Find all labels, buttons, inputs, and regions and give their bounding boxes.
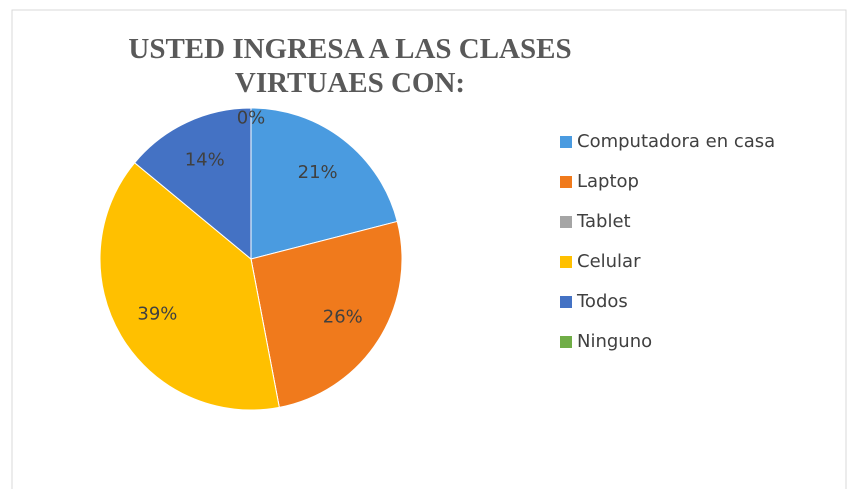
data-label: 14% (185, 150, 225, 171)
legend-label: Todos (576, 291, 628, 312)
legend-label: Celular (577, 251, 641, 272)
legend-swatch (560, 336, 572, 348)
legend-label: Laptop (577, 171, 639, 192)
legend-swatch (560, 296, 572, 308)
legend-swatch (560, 136, 572, 148)
pie-slice (250, 107, 398, 260)
legend-label: Computadora en casa (577, 131, 775, 152)
data-label: 39% (137, 303, 177, 324)
chart-frame (11, 9, 847, 489)
pie-slice (250, 220, 403, 408)
data-label: 21% (298, 162, 338, 183)
data-label: 0% (237, 108, 266, 129)
legend-swatch (560, 256, 572, 268)
legend-swatch (560, 176, 572, 188)
data-label: 26% (323, 306, 363, 327)
pie-slice (133, 107, 252, 261)
legend-label: Ninguno (577, 331, 652, 352)
legend-label: Tablet (576, 211, 631, 232)
chart-title: USTED INGRESA A LAS CLASES VIRTUAES CON: (128, 33, 572, 99)
pie-slice (99, 162, 280, 411)
legend-swatch (560, 216, 572, 228)
